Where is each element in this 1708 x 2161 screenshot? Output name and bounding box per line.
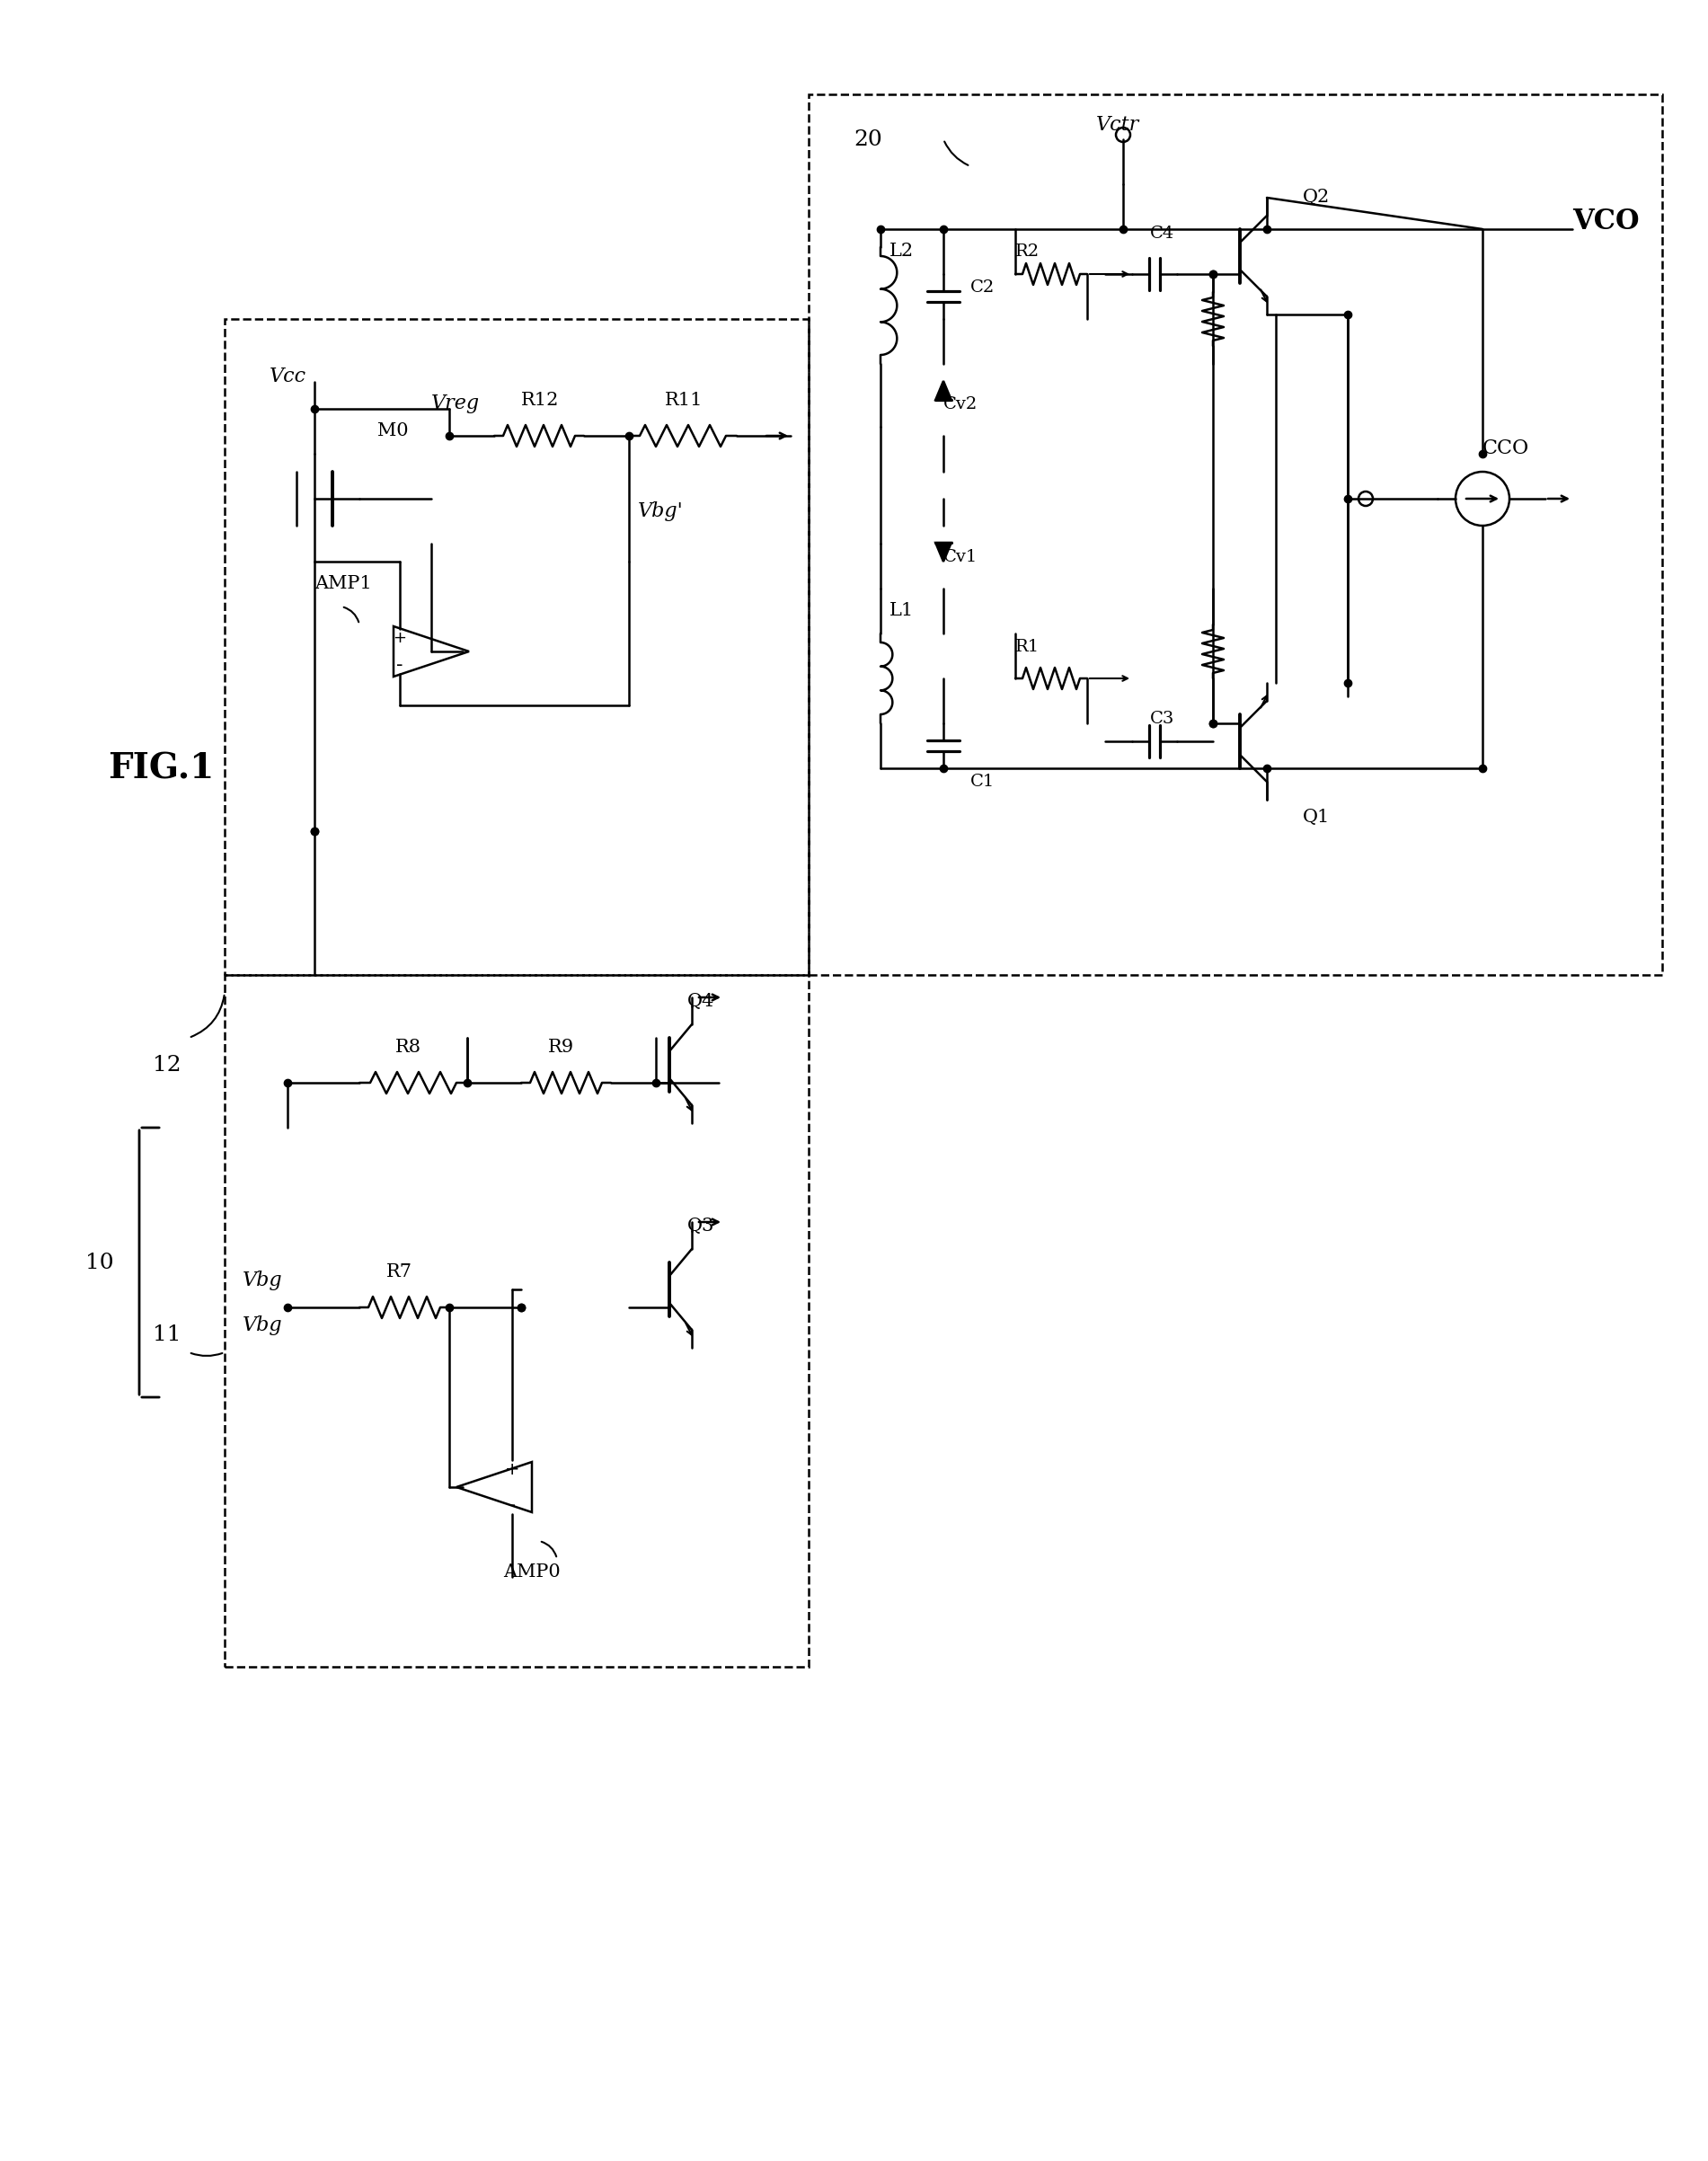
Text: FIG.1: FIG.1 (108, 752, 214, 784)
Text: Vcc: Vcc (270, 367, 306, 387)
Text: 12: 12 (152, 1055, 181, 1076)
Text: R8: R8 (395, 1039, 422, 1057)
Text: M0: M0 (377, 421, 408, 439)
Text: Q3: Q3 (687, 1217, 714, 1234)
Text: Vreg: Vreg (430, 393, 480, 413)
Text: AMP1: AMP1 (314, 575, 372, 592)
Text: R2: R2 (1015, 244, 1040, 259)
Text: R7: R7 (386, 1264, 412, 1281)
Text: C4: C4 (1149, 225, 1175, 242)
Text: R1: R1 (1015, 640, 1040, 655)
Text: CCO: CCO (1483, 439, 1529, 458)
Text: Vbg: Vbg (243, 1316, 284, 1335)
Text: Q2: Q2 (1303, 188, 1331, 205)
Text: Vbg': Vbg' (637, 501, 683, 521)
Text: VCO: VCO (1573, 207, 1640, 236)
Text: 11: 11 (152, 1325, 181, 1344)
Text: +: + (506, 1461, 519, 1478)
Text: Q4: Q4 (687, 992, 714, 1009)
Text: Q1: Q1 (1303, 808, 1331, 826)
Text: Cv2: Cv2 (943, 395, 977, 413)
Text: 20: 20 (854, 130, 881, 149)
Text: C3: C3 (1149, 711, 1175, 726)
Text: R11: R11 (664, 391, 704, 408)
Text: C2: C2 (970, 279, 994, 296)
Polygon shape (936, 542, 951, 562)
Text: R12: R12 (521, 391, 559, 408)
Text: +: + (393, 629, 407, 646)
Text: R9: R9 (548, 1039, 574, 1057)
Text: Vbg: Vbg (243, 1271, 284, 1290)
Text: C1: C1 (970, 774, 994, 789)
Polygon shape (936, 380, 951, 400)
Text: L2: L2 (890, 242, 914, 259)
Text: AMP0: AMP0 (504, 1562, 560, 1580)
Text: Vctr: Vctr (1097, 115, 1139, 134)
Text: 10: 10 (85, 1251, 114, 1273)
Text: -: - (396, 657, 403, 674)
Text: L1: L1 (890, 603, 914, 618)
Text: -: - (509, 1495, 516, 1515)
Text: Cv1: Cv1 (943, 549, 977, 566)
